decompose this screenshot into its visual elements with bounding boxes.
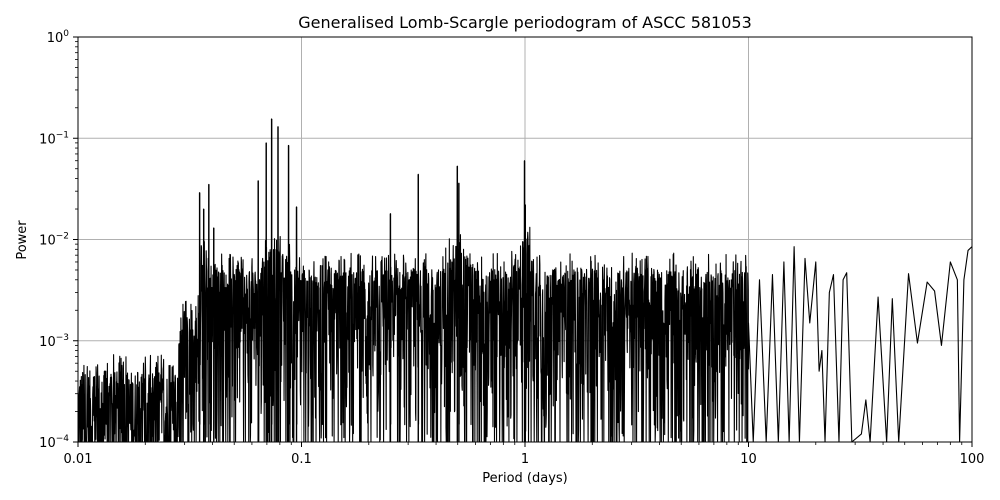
x-axis-label: Period (days) xyxy=(482,471,568,486)
tick-labels: 0.01 0.1 1 10 100 10−4 10−3 10−2 10−1 100 xyxy=(39,29,984,467)
y-tick-label: 10−4 xyxy=(39,434,69,451)
x-tick-label: 10 xyxy=(740,452,757,467)
periodogram-line xyxy=(77,118,973,443)
y-tick-label: 10−1 xyxy=(39,130,69,147)
y-tick-label: 100 xyxy=(47,29,70,46)
chart-title: Generalised Lomb-Scargle periodogram of … xyxy=(298,13,752,32)
x-tick-label: 1 xyxy=(521,452,529,467)
y-tick-label: 10−3 xyxy=(39,333,69,350)
x-tick-label: 0.1 xyxy=(291,452,312,467)
x-tick-label: 100 xyxy=(960,452,985,467)
y-tick-label: 10−2 xyxy=(39,232,69,249)
plot-area xyxy=(77,118,973,443)
y-axis-label: Power xyxy=(15,220,30,260)
axes xyxy=(73,36,973,447)
x-tick-label: 0.01 xyxy=(64,452,93,467)
